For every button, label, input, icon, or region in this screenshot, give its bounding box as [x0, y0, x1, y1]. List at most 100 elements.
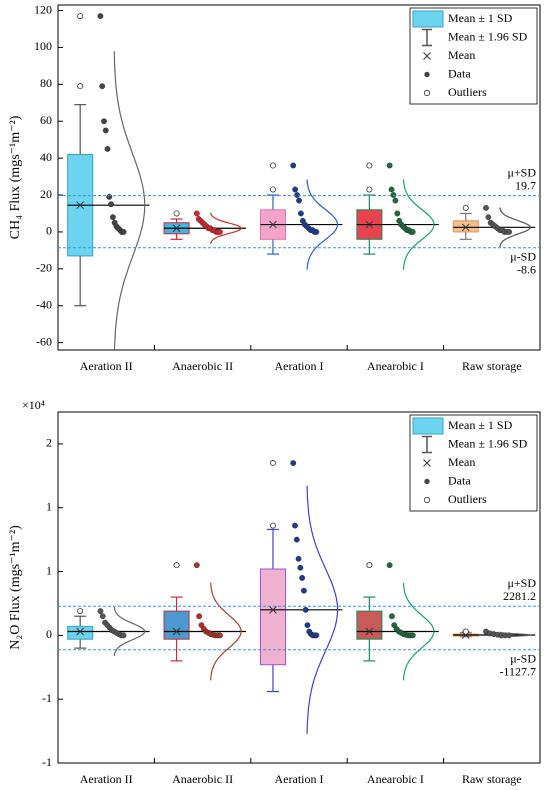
data-point — [109, 214, 116, 221]
data-point — [99, 613, 106, 620]
data-point — [389, 613, 395, 620]
legend-symbol — [422, 28, 432, 47]
data-point — [485, 214, 492, 221]
box — [259, 568, 287, 666]
distribution-curve — [499, 207, 532, 248]
distribution-curve — [306, 485, 339, 734]
y-tick-label: 100 — [34, 39, 52, 53]
box — [356, 610, 383, 640]
x-tick-label: Aeration II — [80, 359, 133, 373]
data-point — [97, 608, 104, 615]
data-point — [506, 229, 513, 235]
outlier — [173, 562, 180, 569]
reference-value: 2281.2 — [503, 589, 536, 603]
reference-label: μ-SD — [510, 652, 536, 666]
plot-area — [67, 460, 536, 734]
data-point — [217, 632, 223, 639]
data-point — [292, 186, 299, 193]
legend-symbol — [412, 417, 444, 435]
x-tick-label: Aeration II — [80, 772, 133, 786]
distribution-curve — [402, 582, 435, 681]
y-tick-label: 120 — [34, 2, 52, 16]
x-tick-label: Raw storage — [462, 772, 522, 786]
mean-marker — [365, 220, 374, 229]
legend-symbol — [424, 71, 430, 78]
y-tick-label: 0 — [46, 627, 52, 641]
legend-symbol — [423, 52, 431, 60]
legend-label: Mean ± 1 SD — [448, 11, 513, 25]
distribution-curve — [210, 212, 242, 244]
data-point — [120, 229, 127, 235]
x-tick-label: Anearobic I — [367, 359, 424, 373]
data-point — [196, 613, 203, 620]
data-point — [193, 562, 200, 569]
reference-value: -8.6 — [517, 263, 536, 277]
reference-value: 19.7 — [515, 178, 536, 192]
axis-multiplier: ×10⁴ — [22, 398, 45, 412]
distribution-curve — [113, 607, 146, 657]
box — [67, 625, 94, 640]
legend-label: Mean ± 1.96 SD — [448, 436, 528, 450]
y-tick-label: -1 — [42, 691, 52, 705]
data-point — [313, 632, 320, 639]
y-tick-label: -40 — [36, 297, 52, 311]
legend-label: Data — [448, 66, 471, 80]
data-point — [101, 118, 107, 125]
mean-marker — [76, 201, 85, 210]
distribution-curve — [210, 582, 242, 681]
y-axis-label: CH₄ Flux (mgs⁻¹m⁻²) — [8, 115, 23, 239]
y-tick-label: 40 — [40, 150, 52, 164]
outlier — [462, 628, 469, 635]
outlier — [366, 162, 373, 169]
mean-marker — [269, 605, 277, 614]
data-point — [217, 229, 223, 235]
legend-label: Mean — [448, 455, 475, 469]
data-point — [298, 210, 304, 217]
reference-label: μ-SD — [510, 250, 536, 264]
distribution-curve — [499, 631, 532, 639]
data-point — [386, 162, 393, 169]
data-point — [102, 127, 109, 134]
data-point — [300, 587, 307, 594]
reference-label: μ+SD — [507, 165, 536, 179]
data-point — [120, 632, 127, 639]
data-point — [108, 201, 114, 208]
x-tick-label: Anearobic I — [367, 772, 424, 786]
y-tick-label: -1 — [42, 755, 52, 769]
legend-symbol — [422, 435, 432, 454]
legend-label: Data — [448, 473, 471, 487]
distribution-curve — [402, 179, 435, 270]
legend-symbol — [423, 89, 431, 97]
distribution-curve — [306, 179, 339, 270]
data-point — [409, 229, 416, 235]
data-point — [293, 536, 300, 543]
data-point — [104, 146, 111, 152]
reference-value: -1127.7 — [499, 665, 536, 679]
data-point — [294, 192, 300, 198]
legend-label: Mean ± 1 SD — [448, 418, 513, 432]
outlier — [269, 186, 276, 193]
distribution-curve — [113, 51, 146, 350]
legend-label: Mean — [448, 48, 475, 62]
data-point — [313, 229, 320, 235]
data-point — [99, 83, 106, 90]
reference-label: μ+SD — [507, 576, 536, 590]
data-point — [296, 197, 302, 204]
plot-area — [67, 13, 536, 350]
y-tick-label: -20 — [36, 261, 52, 275]
outlier — [269, 522, 276, 529]
data-point — [394, 210, 401, 217]
data-point — [483, 205, 489, 211]
y-tick-label: 1 — [46, 563, 52, 577]
y-tick-label: 80 — [40, 76, 52, 90]
outlier — [173, 210, 180, 217]
data-point — [302, 606, 309, 613]
x-tick-label: Anaerobic II — [172, 772, 233, 786]
outlier — [77, 13, 84, 20]
outlier — [269, 460, 276, 467]
legend-symbol — [423, 459, 431, 467]
x-tick-label: Raw storage — [462, 359, 522, 373]
data-point — [290, 162, 297, 169]
data-point — [386, 562, 393, 569]
